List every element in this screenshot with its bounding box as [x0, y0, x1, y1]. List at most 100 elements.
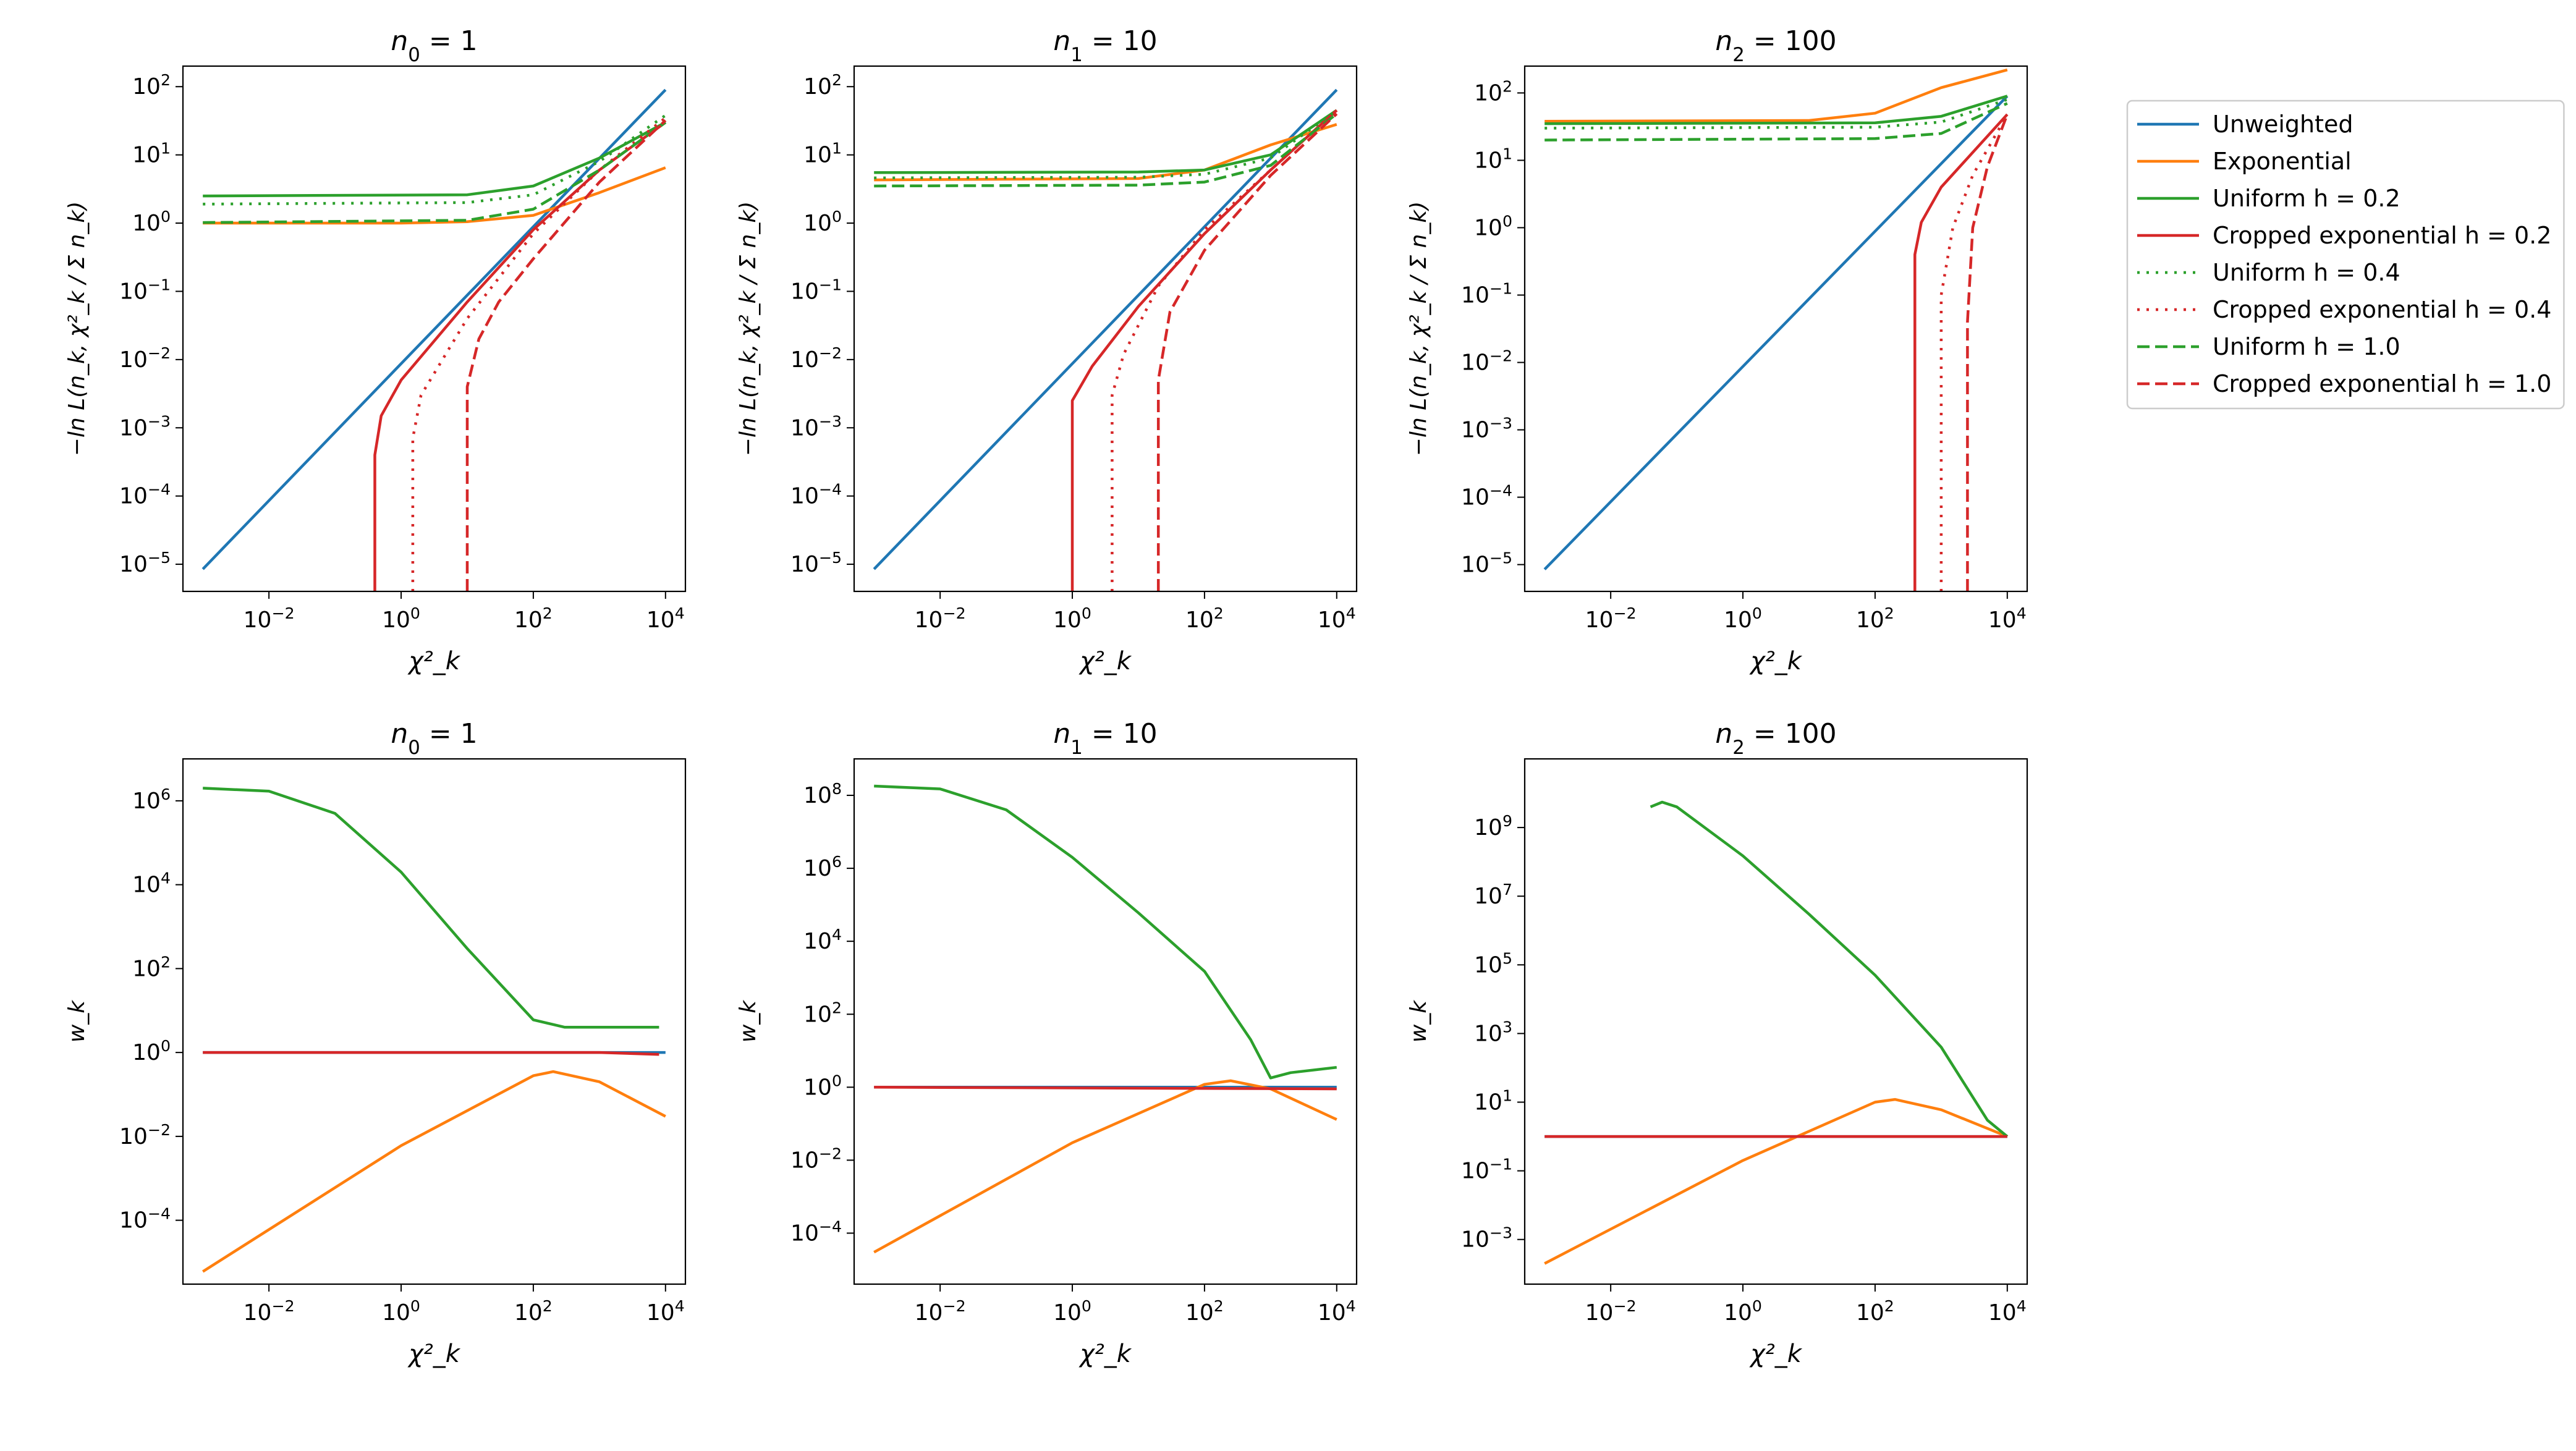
x-tick-label: 10−2 [915, 1297, 966, 1326]
x-tick-label: 10−2 [915, 604, 966, 633]
x-tick-label: 10−2 [1585, 1297, 1637, 1326]
y-tick-label: 10−5 [1461, 549, 1512, 578]
y-tick-label: 101 [1474, 145, 1512, 174]
subplot-title: n1 = 10 [1053, 25, 1157, 66]
y-tick-label: 10−2 [119, 1120, 171, 1149]
y-tick-label: 10−4 [790, 1217, 842, 1246]
series-line [203, 114, 667, 206]
x-tick-label: 104 [646, 604, 685, 633]
subplot-title: n2 = 100 [1715, 718, 1836, 759]
y-tick-label: 10−1 [790, 276, 842, 305]
x-tick-label: 102 [1856, 1297, 1894, 1326]
y-tick-label: 102 [803, 999, 842, 1028]
subplot-title: n1 = 10 [1053, 718, 1157, 759]
series-line [1111, 109, 1338, 591]
x-tick-label: 104 [646, 1297, 685, 1326]
y-tick-label: 109 [1474, 812, 1512, 841]
legend-frame [2126, 99, 2565, 410]
subplot: 10−2 100 102 104 10−4 10−2 100 102 104 106 108 n1 =… [735, 718, 1358, 1368]
y-axis-label: −ln L(n_k, χ²_k / Σ n_k) [64, 201, 90, 457]
x-tick-label: 104 [1988, 1297, 2027, 1326]
x-tick-label: 100 [1724, 1297, 1762, 1326]
y-tick-label: 10−4 [119, 480, 171, 509]
legend-label: Cropped exponential h = 0.4 [2213, 296, 2551, 323]
subplot: 10−2 100 102 104 10−4 10−2 100 102 104 106 n0 = 1 χ… [64, 718, 687, 1368]
series-line [873, 1079, 1337, 1254]
x-tick-label: 102 [1185, 1297, 1224, 1326]
y-tick-label: 102 [1474, 77, 1512, 106]
y-tick-label: 100 [132, 1037, 171, 1066]
y-axis-label: w_k [64, 999, 90, 1043]
legend-label: Unweighted [2213, 111, 2354, 138]
y-axis-label: −ln L(n_k, χ²_k / Σ n_k) [1406, 201, 1431, 457]
y-tick-label: 107 [1474, 881, 1512, 910]
legend: Unweighted Exponential Uniform h = 0.2 Crop… [2126, 99, 2565, 410]
y-tick-label: 10−3 [790, 412, 842, 441]
series-line [1966, 114, 2009, 591]
series-line [1939, 113, 2009, 591]
x-tick-label: 100 [1724, 604, 1762, 633]
series-line [1543, 95, 2009, 570]
legend-label: Uniform h = 1.0 [2213, 333, 2400, 360]
series-line [874, 112, 1338, 188]
x-tick-label: 104 [1318, 604, 1356, 633]
x-axis-label: χ²_k [407, 1340, 461, 1368]
y-tick-label: 10−5 [790, 549, 842, 578]
y-tick-label: 100 [803, 208, 842, 237]
series-line [1544, 1098, 2008, 1265]
legend-label: Uniform h = 0.2 [2213, 185, 2400, 212]
x-tick-label: 102 [514, 1297, 553, 1326]
series-line [465, 119, 667, 591]
series-line [411, 116, 667, 591]
y-tick-label: 10−4 [1461, 481, 1512, 510]
series-line [874, 109, 1338, 174]
x-axis-label: χ²_k [1749, 1340, 1803, 1368]
y-tick-label: 10−3 [1461, 414, 1512, 443]
axes-frame [853, 65, 1358, 593]
subplot-title: n2 = 100 [1715, 25, 1836, 66]
series-line [874, 784, 1337, 1080]
series-line [373, 121, 667, 591]
y-tick-label: 100 [1474, 212, 1512, 241]
y-tick-label: 10−4 [790, 480, 842, 509]
y-tick-label: 10−2 [119, 344, 171, 373]
x-tick-label: 100 [382, 604, 420, 633]
series-line [201, 1070, 666, 1273]
axes-frame [182, 65, 687, 593]
series-line [1913, 113, 2009, 591]
series-line [873, 88, 1338, 570]
y-tick-label: 10−1 [1461, 279, 1512, 308]
subplot: 10−2 100 102 104 10−5 10−4 10−3 10−2 10−1 100 101 1… [735, 25, 1358, 675]
y-tick-label: 10−2 [1461, 347, 1512, 376]
x-tick-label: 100 [1053, 604, 1091, 633]
y-tick-label: 106 [803, 853, 842, 882]
subplot-title: n0 = 1 [391, 25, 477, 66]
series-line [201, 88, 667, 570]
series-line [874, 1086, 1337, 1091]
axes-frame [853, 758, 1358, 1285]
series-line [874, 109, 1338, 180]
subplot-title: n0 = 1 [391, 718, 477, 759]
y-axis-label: −ln L(n_k, χ²_k / Σ n_k) [735, 201, 761, 457]
y-tick-label: 106 [132, 785, 171, 814]
y-tick-label: 10−4 [119, 1204, 171, 1233]
x-tick-label: 100 [382, 1297, 420, 1326]
y-axis-label: w_k [1406, 999, 1431, 1043]
x-tick-label: 10−2 [244, 604, 295, 633]
x-tick-label: 102 [1856, 604, 1894, 633]
y-tick-label: 108 [803, 780, 842, 809]
y-tick-label: 101 [803, 139, 842, 168]
series-line [1650, 800, 2009, 1138]
axes-frame [182, 758, 687, 1285]
series-line [1156, 112, 1338, 591]
y-tick-label: 101 [1474, 1086, 1512, 1115]
series-line [203, 121, 667, 224]
x-tick-label: 102 [1185, 604, 1224, 633]
x-tick-label: 104 [1988, 604, 2027, 633]
y-tick-label: 10−5 [119, 549, 171, 578]
y-tick-label: 100 [803, 1072, 842, 1101]
series-line [203, 166, 666, 225]
y-tick-label: 104 [132, 869, 171, 898]
y-tick-label: 102 [132, 71, 171, 100]
y-tick-label: 101 [132, 139, 171, 168]
